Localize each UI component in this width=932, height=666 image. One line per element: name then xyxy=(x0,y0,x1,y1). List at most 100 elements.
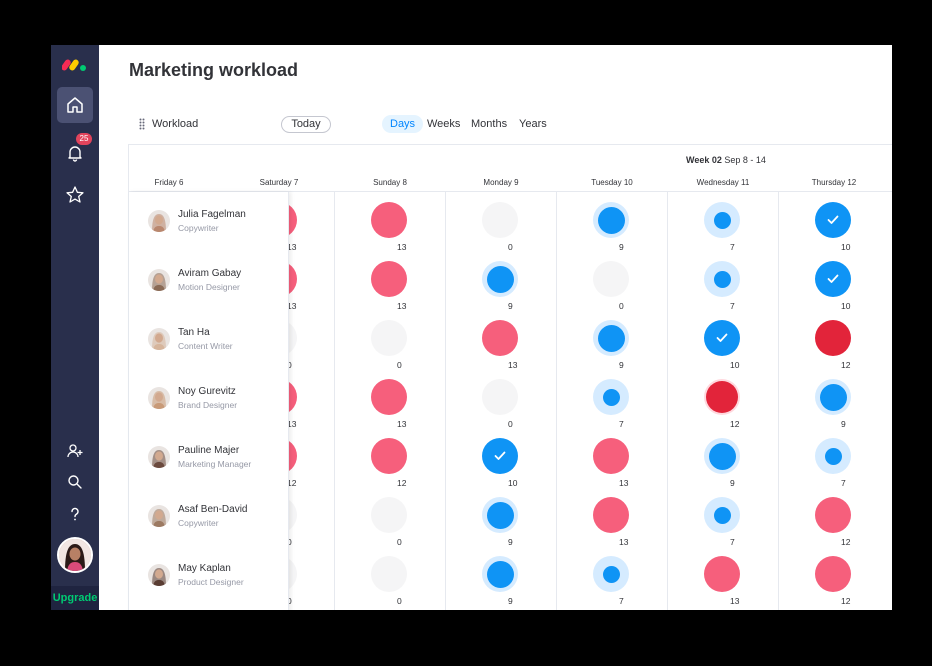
check-icon xyxy=(827,274,839,283)
workload-cell[interactable] xyxy=(593,261,629,297)
person-name: Julia Fagelman xyxy=(178,209,246,220)
help-button[interactable] xyxy=(57,496,93,532)
avatar-portrait-icon xyxy=(59,539,91,571)
hours-value: 13 xyxy=(619,478,629,488)
invite-member-button[interactable] xyxy=(57,433,93,469)
workload-cell[interactable] xyxy=(593,320,629,356)
workload-cell[interactable] xyxy=(371,379,407,415)
search-button[interactable] xyxy=(57,464,93,500)
workload-cell[interactable] xyxy=(371,438,407,474)
workload-cell[interactable] xyxy=(593,497,629,533)
range-tab-days[interactable]: Days xyxy=(382,115,424,133)
workload-cell[interactable] xyxy=(593,438,629,474)
workload-indicator xyxy=(593,438,629,474)
add-user-icon xyxy=(67,444,83,458)
workload-cell[interactable] xyxy=(815,261,851,297)
hours-value: 7 xyxy=(730,537,735,547)
person-row[interactable]: Asaf Ben-David Copywriter xyxy=(129,487,289,546)
hours-value: 12 xyxy=(841,537,851,547)
workload-cell[interactable] xyxy=(815,497,851,533)
workload-cell[interactable] xyxy=(482,379,518,415)
workload-cell[interactable] xyxy=(593,379,629,415)
person-row[interactable]: May Kaplan Product Designer xyxy=(129,546,289,605)
range-tab-months[interactable]: Months xyxy=(471,118,508,130)
workload-cell[interactable] xyxy=(371,261,407,297)
range-tab-years[interactable]: Years xyxy=(519,118,547,130)
hours-value: 0 xyxy=(619,301,624,311)
workload-cell[interactable] xyxy=(704,261,740,297)
day-header-6: Thursday 12 xyxy=(811,178,857,187)
workload-cell[interactable] xyxy=(704,202,740,238)
person-name: Asaf Ben-David xyxy=(178,504,248,515)
upgrade-button[interactable]: Upgrade xyxy=(51,586,99,610)
home-button[interactable] xyxy=(57,87,93,123)
hours-value: 0 xyxy=(287,537,292,547)
workload-indicator xyxy=(482,556,518,592)
workload-fill xyxy=(708,442,736,470)
page-title: Marketing workload xyxy=(129,60,299,80)
hours-value: 13 xyxy=(397,301,407,311)
workload-view-label: Workload xyxy=(152,118,199,130)
hours-value: 7 xyxy=(730,301,735,311)
workload-cell[interactable] xyxy=(371,556,407,592)
workload-cell[interactable] xyxy=(371,497,407,533)
workload-cell[interactable] xyxy=(593,556,629,592)
today-button[interactable]: Today xyxy=(281,116,331,133)
workload-cell[interactable] xyxy=(371,320,407,356)
favorites-button[interactable] xyxy=(57,177,93,213)
person-portrait-icon xyxy=(148,269,170,291)
workload-indicator xyxy=(704,202,740,238)
week-number: Week 02 xyxy=(686,155,722,165)
workload-cell[interactable] xyxy=(815,379,851,415)
range-tab-weeks[interactable]: Weeks xyxy=(427,118,461,130)
workload-cell[interactable] xyxy=(482,320,518,356)
workload-cell[interactable] xyxy=(371,202,407,238)
person-row[interactable]: Julia Fagelman Copywriter xyxy=(129,192,289,251)
hours-value: 9 xyxy=(508,537,513,547)
workload-cell[interactable] xyxy=(482,556,518,592)
workload-cell[interactable] xyxy=(482,261,518,297)
workload-indicator xyxy=(371,556,407,592)
person-portrait-icon xyxy=(148,446,170,468)
hours-value: 9 xyxy=(508,301,513,311)
person-role: Product Designer xyxy=(178,577,244,587)
column-divider xyxy=(667,192,668,610)
workload-cell[interactable] xyxy=(593,202,629,238)
workload-cell[interactable] xyxy=(482,438,518,474)
workload-indicator xyxy=(815,202,851,238)
workload-cell[interactable] xyxy=(704,379,740,415)
workload-indicator xyxy=(482,261,518,297)
week-dates: Sep 8 - 14 xyxy=(724,155,766,165)
workload-indicator xyxy=(482,379,518,415)
drag-handle-icon[interactable] xyxy=(139,118,145,130)
workload-cell[interactable] xyxy=(704,320,740,356)
workload-cell[interactable] xyxy=(815,556,851,592)
check-icon xyxy=(716,333,728,342)
hours-value: 0 xyxy=(287,360,292,370)
workload-cell[interactable] xyxy=(482,497,518,533)
hours-value: 9 xyxy=(730,478,735,488)
workload-indicator xyxy=(371,438,407,474)
workload-indicator xyxy=(482,202,518,238)
brand-logo[interactable] xyxy=(62,55,88,73)
workload-fill xyxy=(486,501,514,529)
workload-cell[interactable] xyxy=(815,202,851,238)
hours-value: 13 xyxy=(287,301,297,311)
hours-value: 12 xyxy=(287,478,297,488)
workload-cell[interactable] xyxy=(704,438,740,474)
notifications-button[interactable] xyxy=(57,135,93,171)
person-row[interactable]: Aviram Gabay Motion Designer xyxy=(129,251,289,310)
workload-cell[interactable] xyxy=(815,320,851,356)
person-row[interactable]: Noy Gurevitz Brand Designer xyxy=(129,369,289,428)
person-name: Noy Gurevitz xyxy=(178,386,236,397)
person-row[interactable]: Pauline Majer Marketing Manager xyxy=(129,428,289,487)
person-row[interactable]: Tan Ha Content Writer xyxy=(129,310,289,369)
workload-fill xyxy=(706,381,738,413)
hours-value: 13 xyxy=(619,537,629,547)
workload-cell[interactable] xyxy=(482,202,518,238)
workload-cell[interactable] xyxy=(704,497,740,533)
workload-cell[interactable] xyxy=(815,438,851,474)
user-avatar[interactable] xyxy=(57,537,93,573)
workload-cell[interactable] xyxy=(704,556,740,592)
person-name: May Kaplan xyxy=(178,563,231,574)
